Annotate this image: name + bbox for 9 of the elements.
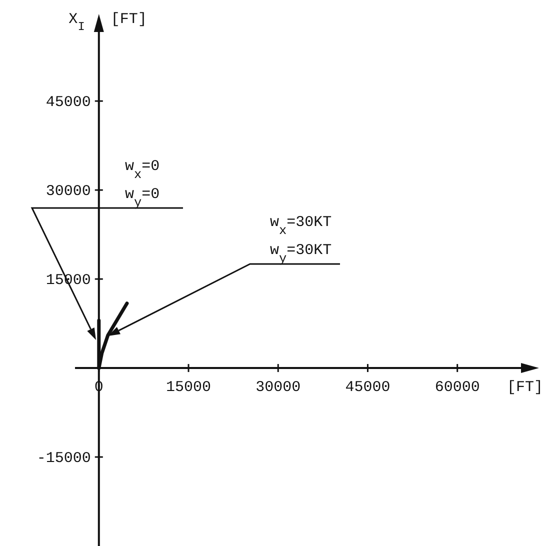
- x-tick-label: 30000: [256, 379, 301, 396]
- y-tick-label: -15000: [36, 450, 91, 468]
- text: X$_{I}$ [FT]: [68, 11, 147, 34]
- x-tick-label: 60000: [434, 379, 480, 396]
- x-tick-label: 45000: [345, 379, 390, 396]
- x-tick-label: 15000: [166, 379, 212, 396]
- y-tick-label: 30000: [46, 183, 91, 200]
- y-tick-label: 45000: [46, 94, 91, 112]
- x-axis-title: [FT]: [506, 379, 544, 396]
